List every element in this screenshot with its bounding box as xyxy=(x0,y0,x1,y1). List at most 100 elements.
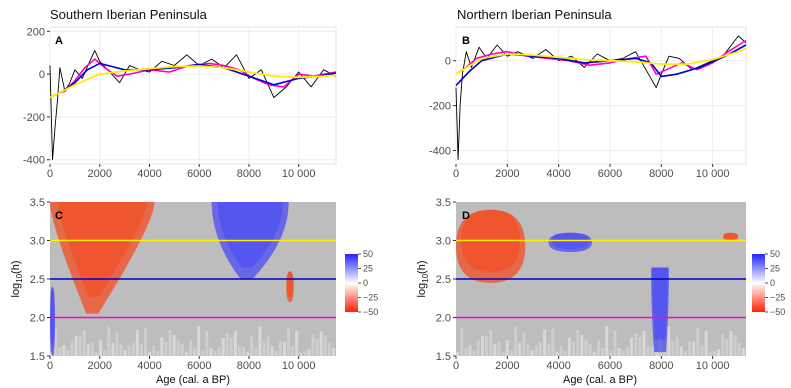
panel-d-xtick-label: 8000 xyxy=(649,360,673,372)
panel-c-noise-stripe xyxy=(144,328,148,356)
panel-d-ytick-label: 3.0 xyxy=(436,236,451,248)
panel-a-series-line xyxy=(49,65,337,99)
panel-c-noise-stripe xyxy=(237,346,241,356)
panel-c-ytick-label: 3.0 xyxy=(30,236,45,248)
colorbar-c: 50 25 0 −25 −50 xyxy=(345,249,378,317)
panel-c-noise-stripe xyxy=(217,347,221,356)
colorbarC-tick-label: 0 xyxy=(363,278,368,288)
panel-d-noise-stripe xyxy=(563,351,567,356)
panel-d-noise-stripe xyxy=(538,342,542,356)
panel-c-noise-stripe xyxy=(262,341,266,356)
panel-c-xtick-label: 10 000 xyxy=(282,360,316,372)
panel-c-noise-stripe xyxy=(99,340,103,356)
panel-d-label: D xyxy=(462,210,470,222)
panel-b-plot-area xyxy=(455,26,747,165)
panel-c-noise-stripe xyxy=(282,341,286,356)
panel-c-noise-stripe xyxy=(184,351,188,356)
panel-d-wavelet-region xyxy=(456,209,526,283)
panel-c-noise-stripe xyxy=(188,340,192,356)
colorbarD-tick-label: 50 xyxy=(770,249,780,259)
panel-a-ytick-label: -200 xyxy=(23,112,45,124)
panel-d-wavelet-region xyxy=(722,232,739,241)
panel-c-ytick-label: 3.5 xyxy=(30,197,45,209)
panel-d-noise-stripe xyxy=(534,345,538,356)
panel-d-noise-stripe xyxy=(679,346,683,356)
colorbarC-tick-label: 25 xyxy=(363,264,373,274)
panel-a-xtick-label: 0 xyxy=(47,168,53,180)
panel-c-noise-stripe xyxy=(107,326,111,356)
panel-c-noise-stripe xyxy=(274,350,278,356)
panel-d-noise-stripe xyxy=(526,343,530,356)
panel-b-ytick-label: -400 xyxy=(429,146,451,158)
panel-c-ylabel-sub: 10 xyxy=(15,273,24,282)
colorbarD-tick-label: −50 xyxy=(770,307,785,317)
panel-c-xlabel: Age (cal. a BP) xyxy=(156,374,230,386)
panel-b-xtick-label: 10 000 xyxy=(696,168,730,180)
panel-d-ytick-label: 3.5 xyxy=(436,197,451,209)
panel-c-noise-stripe xyxy=(119,343,123,356)
panel-d-noise-stripe xyxy=(480,336,484,356)
panel-a-label: A xyxy=(55,35,63,47)
panel-c-noise-stripe xyxy=(258,326,262,356)
panel-a-xtick-label: 8000 xyxy=(237,168,261,180)
panel-c-noise-stripe xyxy=(315,338,319,356)
panel-d-noise-stripe xyxy=(650,346,654,356)
panel-c-noise-stripe xyxy=(172,335,176,356)
panel-b-series-line xyxy=(455,47,747,75)
panel-c-noise-stripe xyxy=(213,350,217,356)
panel-d-xtick-label: 6000 xyxy=(598,360,622,372)
colorbar-d-gradient xyxy=(752,254,765,312)
panel-c-noise-stripe xyxy=(156,351,160,356)
colorbarC-tick-label: −25 xyxy=(363,293,378,303)
panel-d-ylabel-sub: 10 xyxy=(421,273,430,282)
panel-c-noise-stripe xyxy=(311,334,315,356)
panel-a-xtick-label: 10 000 xyxy=(282,168,316,180)
panel-c-noise-stripe xyxy=(148,351,152,356)
panel-a-series-line xyxy=(49,62,337,99)
panel-a-xtick-label: 6000 xyxy=(187,168,211,180)
panel-d-noise-stripe xyxy=(741,348,745,356)
panel-c-noise-stripe xyxy=(54,327,58,356)
panel-b-xtick-label: 0 xyxy=(453,168,459,180)
panel-c-noise-stripe xyxy=(94,352,98,356)
panel-d-noise-stripe xyxy=(646,346,650,356)
panel-d-noise-stripe xyxy=(737,343,741,356)
panel-d-noise-stripe xyxy=(468,345,472,356)
colorbarD-tick-label: −25 xyxy=(770,293,785,303)
panel-d-noise-stripe xyxy=(617,347,621,356)
panel-d-noise-stripe xyxy=(634,333,638,356)
panel-a-series-line xyxy=(49,58,337,99)
panel-d-noise-stripe xyxy=(625,347,629,356)
panel-b-ytick-label: 0 xyxy=(445,56,451,68)
panel-c-noise-stripe xyxy=(225,333,229,356)
panel-a-ytick-label: 200 xyxy=(27,26,45,38)
panel-c-noise-stripe xyxy=(70,340,74,356)
panel-c-noise-stripe xyxy=(86,344,90,356)
panel-d-noise-stripe xyxy=(567,337,571,356)
panel-d-ylabel-prefix: log xyxy=(416,283,428,298)
panel-d-noise-stripe xyxy=(460,327,464,356)
panel-b-xtick-label: 2000 xyxy=(495,168,519,180)
panel-d-noise-stripe xyxy=(688,341,692,356)
panel-d-noise-stripe xyxy=(721,334,725,356)
panel-d-noise-stripe xyxy=(501,352,505,356)
panel-d-noise-stripe xyxy=(509,349,513,356)
panel-c-xtick-label: 2000 xyxy=(87,360,111,372)
panel-d-wavelet-region xyxy=(651,267,670,353)
panel-d-noise-stripe xyxy=(518,342,522,356)
panel-d-noise-stripe xyxy=(572,341,576,356)
panel-d-noise-stripe xyxy=(522,332,526,356)
panel-c-noise-stripe xyxy=(307,349,311,356)
panel-d-noise-stripe xyxy=(472,350,476,356)
panel-a-ytick-label: -400 xyxy=(23,155,45,167)
panel-b-label: B xyxy=(462,35,470,47)
panel-d-noise-stripe xyxy=(555,351,559,356)
panel-a-title: Southern Iberian Peninsula xyxy=(50,7,208,22)
panel-b-xtick-label: 6000 xyxy=(598,168,622,180)
panel-c-wavelet-core xyxy=(50,286,55,346)
panel-c-noise-stripe xyxy=(62,345,66,356)
panel-c-wavelet-region xyxy=(50,286,55,356)
panel-d-noise-stripe xyxy=(596,340,600,356)
panel-d-noise-stripe xyxy=(638,337,642,356)
panel-c-noise-stripe xyxy=(131,342,135,356)
